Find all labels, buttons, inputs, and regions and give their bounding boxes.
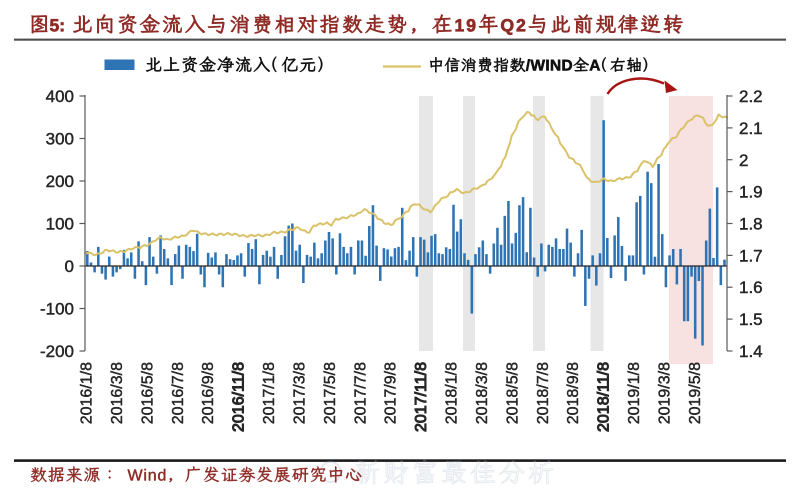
svg-text:2016/11/8: 2016/11/8 xyxy=(231,362,248,432)
svg-text:2017/1/8: 2017/1/8 xyxy=(261,362,278,424)
svg-text:0: 0 xyxy=(65,257,74,276)
svg-text:2018/7/8: 2018/7/8 xyxy=(535,362,552,424)
svg-text:1.6: 1.6 xyxy=(739,278,763,297)
svg-text:2018/11/8: 2018/11/8 xyxy=(596,362,613,432)
svg-text:2017/9/8: 2017/9/8 xyxy=(383,362,400,424)
svg-text:1.5: 1.5 xyxy=(739,310,763,329)
svg-text:2016/1/8: 2016/1/8 xyxy=(79,362,96,424)
svg-text:100: 100 xyxy=(46,215,74,234)
svg-text:2.2: 2.2 xyxy=(739,87,763,106)
svg-text:1.9: 1.9 xyxy=(739,183,763,202)
svg-text:2016/3/8: 2016/3/8 xyxy=(109,362,126,424)
svg-text:1.8: 1.8 xyxy=(739,215,763,234)
svg-text:2018/3/8: 2018/3/8 xyxy=(474,362,491,424)
svg-text:2018/9/8: 2018/9/8 xyxy=(565,362,582,424)
svg-text:2017/5/8: 2017/5/8 xyxy=(322,362,339,424)
svg-text:2018/5/8: 2018/5/8 xyxy=(504,362,521,424)
svg-text:2019/5/8: 2019/5/8 xyxy=(687,362,704,424)
svg-text:2016/5/8: 2016/5/8 xyxy=(139,362,156,424)
svg-text:2: 2 xyxy=(739,151,748,170)
svg-text:200: 200 xyxy=(46,172,74,191)
svg-text:2017/11/8: 2017/11/8 xyxy=(413,362,430,432)
svg-text:2.1: 2.1 xyxy=(739,119,763,138)
svg-text:2019/1/8: 2019/1/8 xyxy=(626,362,643,424)
svg-text:1.4: 1.4 xyxy=(739,342,763,361)
svg-text:-100: -100 xyxy=(40,300,74,319)
svg-text:2016/9/8: 2016/9/8 xyxy=(200,362,217,424)
svg-text:2017/3/8: 2017/3/8 xyxy=(291,362,308,424)
svg-text:1.7: 1.7 xyxy=(739,246,763,265)
svg-text:2019/3/8: 2019/3/8 xyxy=(657,362,674,424)
svg-text:-200: -200 xyxy=(40,342,74,361)
svg-text:2016/7/8: 2016/7/8 xyxy=(170,362,187,424)
svg-text:300: 300 xyxy=(46,130,74,149)
svg-text:400: 400 xyxy=(46,87,74,106)
svg-text:2017/7/8: 2017/7/8 xyxy=(352,362,369,424)
svg-text:2018/1/8: 2018/1/8 xyxy=(444,362,461,424)
